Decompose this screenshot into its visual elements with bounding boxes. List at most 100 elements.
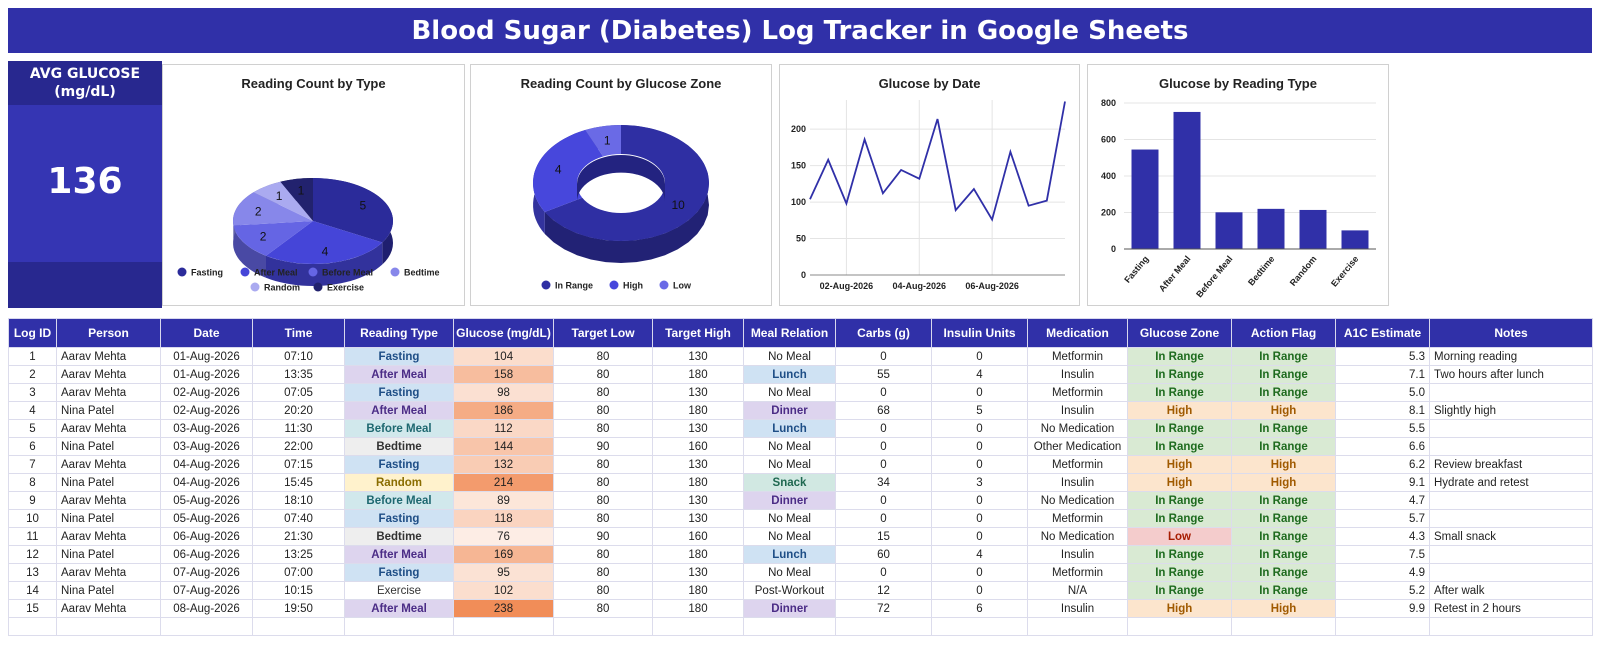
table-cell[interactable]: 5 [931, 401, 1028, 420]
table-cell[interactable]: 10 [8, 509, 57, 528]
table-cell[interactable]: 98 [453, 383, 554, 402]
table-cell[interactable]: 14 [8, 581, 57, 600]
table-cell[interactable]: 0 [931, 455, 1028, 474]
table-cell[interactable]: In Range [1127, 383, 1232, 402]
table-cell[interactable]: Metformin [1027, 509, 1128, 528]
table-cell[interactable]: 72 [835, 599, 932, 618]
table-cell[interactable]: Insulin [1027, 473, 1128, 492]
table-cell[interactable]: 01-Aug-2026 [160, 347, 253, 366]
table-cell[interactable]: 0 [931, 509, 1028, 528]
table-cell[interactable]: Metformin [1027, 455, 1128, 474]
table-cell[interactable] [1429, 383, 1593, 402]
table-cell[interactable]: 130 [652, 509, 744, 528]
table-cell[interactable]: Aarav Mehta [56, 563, 161, 582]
table-cell[interactable]: In Range [1231, 419, 1336, 438]
table-cell[interactable]: After Meal [344, 545, 454, 564]
table-cell[interactable]: 90 [553, 437, 653, 456]
table-cell[interactable]: 144 [453, 437, 554, 456]
table-cell[interactable]: 12 [8, 545, 57, 564]
table-cell[interactable]: In Range [1127, 581, 1232, 600]
table-cell[interactable]: 80 [553, 599, 653, 618]
table-cell[interactable]: 0 [931, 383, 1028, 402]
table-cell[interactable]: 3 [931, 473, 1028, 492]
table-cell[interactable]: Aarav Mehta [56, 491, 161, 510]
table-cell[interactable]: 9 [8, 491, 57, 510]
table-cell[interactable]: 19:50 [252, 599, 345, 618]
table-cell[interactable]: 11 [8, 527, 57, 546]
table-cell[interactable]: 4.9 [1335, 563, 1430, 582]
table-cell[interactable]: 80 [553, 419, 653, 438]
table-cell[interactable]: 130 [652, 383, 744, 402]
column-header[interactable]: Target High [652, 318, 744, 348]
table-cell[interactable]: 5.3 [1335, 347, 1430, 366]
table-cell[interactable]: No Medication [1027, 527, 1128, 546]
table-cell[interactable]: 180 [652, 581, 744, 600]
table-cell[interactable]: Random [344, 473, 454, 492]
table-cell[interactable]: Aarav Mehta [56, 527, 161, 546]
table-cell[interactable]: 2 [8, 365, 57, 384]
table-cell[interactable]: 5.5 [1335, 419, 1430, 438]
table-cell[interactable]: 0 [835, 419, 932, 438]
table-cell[interactable]: Aarav Mehta [56, 347, 161, 366]
table-cell[interactable]: Nina Patel [56, 509, 161, 528]
table-cell[interactable]: Dinner [743, 491, 836, 510]
bar-after-meal[interactable] [1173, 111, 1201, 249]
table-cell[interactable]: 04-Aug-2026 [160, 455, 253, 474]
pie-slice-in-range[interactable] [544, 125, 709, 241]
table-cell[interactable]: Retest in 2 hours [1429, 599, 1593, 618]
table-cell[interactable]: 7 [8, 455, 57, 474]
table-cell[interactable]: No Meal [743, 527, 836, 546]
table-cell[interactable] [1231, 617, 1336, 636]
table-cell[interactable]: 0 [931, 347, 1028, 366]
table-cell[interactable]: No Meal [743, 347, 836, 366]
table-cell[interactable]: 0 [835, 347, 932, 366]
table-cell[interactable]: 68 [835, 401, 932, 420]
table-cell[interactable]: Aarav Mehta [56, 383, 161, 402]
table-cell[interactable]: 5.2 [1335, 581, 1430, 600]
table-cell[interactable]: 130 [652, 491, 744, 510]
table-cell[interactable]: No Meal [743, 563, 836, 582]
table-cell[interactable]: Insulin [1027, 365, 1128, 384]
table-cell[interactable]: Aarav Mehta [56, 419, 161, 438]
table-cell[interactable]: 0 [835, 509, 932, 528]
table-cell[interactable]: No Meal [743, 383, 836, 402]
bar-bedtime[interactable] [1257, 208, 1285, 249]
table-cell[interactable]: Metformin [1027, 347, 1128, 366]
column-header[interactable]: Log ID [8, 318, 57, 348]
table-cell[interactable]: 60 [835, 545, 932, 564]
table-cell[interactable]: 15 [835, 527, 932, 546]
table-cell[interactable]: 15:45 [252, 473, 345, 492]
table-cell[interactable]: In Range [1127, 365, 1232, 384]
table-cell[interactable] [1027, 617, 1128, 636]
table-cell[interactable]: Insulin [1027, 545, 1128, 564]
table-cell[interactable]: In Range [1231, 491, 1336, 510]
table-cell[interactable]: High [1127, 599, 1232, 618]
column-header[interactable]: Target Low [553, 318, 653, 348]
table-cell[interactable]: 180 [652, 473, 744, 492]
table-cell[interactable]: Two hours after lunch [1429, 365, 1593, 384]
table-cell[interactable]: 80 [553, 455, 653, 474]
table-cell[interactable]: 0 [931, 563, 1028, 582]
column-header[interactable]: A1C Estimate [1335, 318, 1430, 348]
table-cell[interactable]: 112 [453, 419, 554, 438]
table-cell[interactable]: 08-Aug-2026 [160, 599, 253, 618]
table-cell[interactable]: 04-Aug-2026 [160, 473, 253, 492]
column-header[interactable]: Time [252, 318, 345, 348]
table-cell[interactable]: 07:05 [252, 383, 345, 402]
table-cell[interactable]: Dinner [743, 401, 836, 420]
table-cell[interactable]: 80 [553, 545, 653, 564]
table-cell[interactable]: 07-Aug-2026 [160, 563, 253, 582]
table-cell[interactable]: In Range [1127, 437, 1232, 456]
column-header[interactable]: Carbs (g) [835, 318, 932, 348]
table-cell[interactable] [1429, 509, 1593, 528]
table-cell[interactable]: 11:30 [252, 419, 345, 438]
table-cell[interactable]: In Range [1127, 563, 1232, 582]
column-header[interactable]: Glucose Zone [1127, 318, 1232, 348]
pie-slice-exercise[interactable] [280, 178, 313, 221]
table-cell[interactable]: After Meal [344, 401, 454, 420]
table-cell[interactable]: 118 [453, 509, 554, 528]
table-cell[interactable] [453, 617, 554, 636]
table-cell[interactable] [553, 617, 653, 636]
table-cell[interactable]: 130 [652, 455, 744, 474]
table-cell[interactable]: 180 [652, 365, 744, 384]
